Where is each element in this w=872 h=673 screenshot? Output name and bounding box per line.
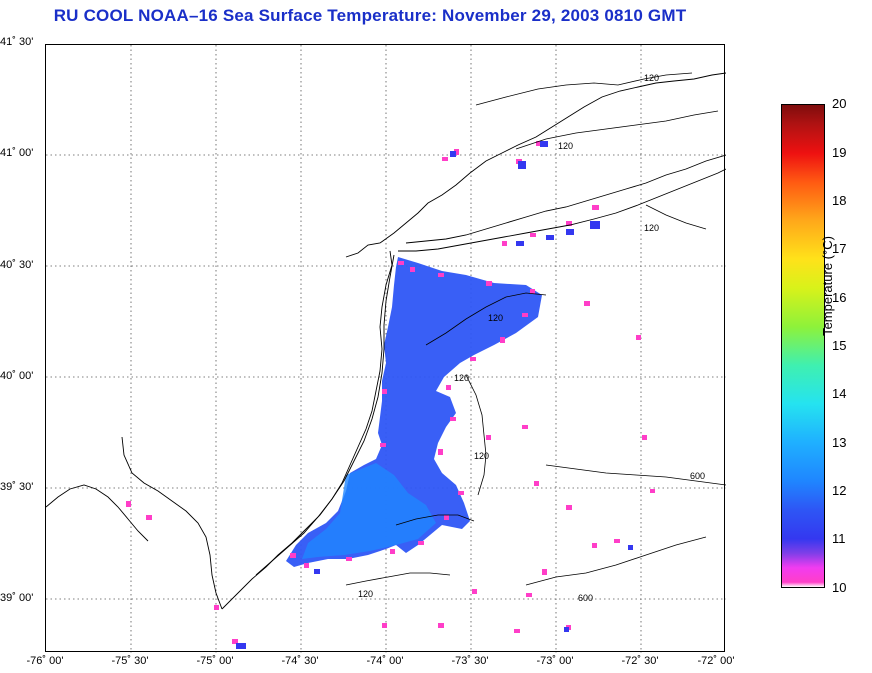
contour-120 (395, 514, 475, 526)
contour-label: 600 (578, 593, 593, 603)
map-title: RU COOL NOAA–16 Sea Surface Temperature:… (53, 6, 687, 25)
lon-label: -73˚ 30' (451, 655, 489, 667)
contour-120 (465, 374, 487, 496)
sst-coverage (126, 141, 655, 649)
colorbar-tick: 13 (832, 435, 847, 450)
lat-label: 40˚ 00' (0, 370, 34, 382)
graticule (46, 45, 726, 653)
lon-label: -76˚ 00' (26, 655, 64, 667)
contour-120 (345, 572, 451, 586)
contour-labels: 120 120 120 120 120 120 120 600 600 (358, 73, 705, 603)
long-island-south-shore (398, 168, 727, 252)
contour-120 (475, 72, 693, 106)
colorbar-tick: 14 (832, 386, 847, 401)
colorbar-tick: 17 (832, 241, 847, 256)
colorbar-tick: 19 (832, 145, 847, 160)
map-canvas: 120 120 120 120 120 120 120 600 600 (45, 45, 727, 653)
sst-inner-lighter (302, 463, 436, 559)
contour-label: 120 (358, 589, 373, 599)
long-island-north-shore (405, 154, 727, 244)
contour-120 (515, 110, 719, 150)
colorbar-tick: 12 (832, 483, 847, 498)
contour-120 (425, 292, 547, 346)
colorbar-tick: 10 (832, 580, 847, 595)
lon-label: -75˚ 30' (111, 655, 149, 667)
colorbar-tick: 15 (832, 338, 847, 353)
lat-label: 41˚ 00' (0, 147, 34, 159)
sst-map: 120 120 120 120 120 120 120 600 600 (45, 44, 727, 653)
lat-label: 41˚ 30' (0, 36, 34, 48)
contour-label: 120 (644, 223, 659, 233)
delaware-bay-shore (121, 436, 223, 610)
colorbar-tick: 16 (832, 290, 847, 305)
delaware-coast (45, 484, 149, 542)
bathymetry-contours (345, 72, 727, 586)
lon-label: -75˚ 00' (196, 655, 234, 667)
lat-label: 39˚ 30' (0, 481, 34, 493)
colorbar-label: Temperature (°C) (820, 236, 835, 336)
sst-north-shore-patches (236, 141, 633, 649)
colorbar-tick: 11 (832, 531, 846, 546)
new-jersey-barrier (255, 254, 395, 576)
lat-label: 39˚ 00' (0, 592, 34, 604)
contour-600 (525, 536, 707, 586)
contour-label: 120 (644, 73, 659, 83)
contour-label: 600 (690, 471, 705, 481)
lon-label: -72˚ 00' (697, 655, 735, 667)
contour-label: 120 (488, 313, 503, 323)
new-york-new-england-coast (345, 72, 727, 258)
coastline (45, 72, 727, 610)
contour-label: 120 (454, 373, 469, 383)
lon-label: -74˚ 30' (281, 655, 319, 667)
contour-label: 120 (474, 451, 489, 461)
lon-label: -74˚ 00' (366, 655, 404, 667)
lon-label: -72˚ 30' (621, 655, 659, 667)
colorbar-tick: 18 (832, 193, 847, 208)
colorbar-tick: 20 (832, 96, 847, 111)
contour-600 (545, 464, 727, 486)
lat-label: 40˚ 30' (0, 259, 34, 271)
contour-120 (645, 204, 707, 230)
temperature-colorbar (781, 104, 825, 588)
lon-label: -73˚ 00' (536, 655, 574, 667)
contour-label: 120 (558, 141, 573, 151)
new-jersey-coast (221, 250, 393, 610)
